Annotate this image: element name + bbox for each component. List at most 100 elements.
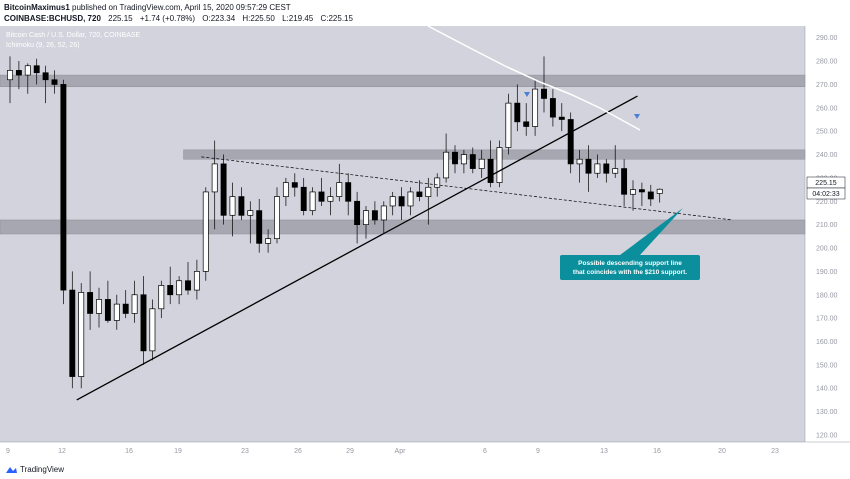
candle-body[interactable]: [612, 168, 619, 174]
candle-body[interactable]: [549, 98, 556, 118]
x-tick-label: 16: [125, 448, 133, 455]
candle-body[interactable]: [647, 191, 654, 200]
annotation-line-1: Possible descending support line: [578, 260, 682, 267]
candle-body[interactable]: [496, 147, 503, 183]
candle-body[interactable]: [523, 121, 530, 127]
candle-body[interactable]: [69, 289, 76, 377]
candle-body[interactable]: [363, 210, 369, 226]
y-tick-label: 240.00: [816, 152, 838, 159]
candle-body[interactable]: [300, 186, 307, 211]
candle-body[interactable]: [7, 70, 13, 81]
candle-body[interactable]: [478, 158, 485, 169]
candle-body[interactable]: [96, 299, 102, 314]
indicator-label[interactable]: Ichimoku (9, 26, 52, 26): [6, 42, 80, 49]
x-tick-label: 9: [536, 448, 540, 455]
candle-body[interactable]: [398, 196, 405, 207]
candle-body[interactable]: [452, 151, 458, 165]
candle-body[interactable]: [469, 154, 476, 169]
candle-body[interactable]: [202, 191, 209, 272]
candle-body[interactable]: [336, 182, 343, 197]
candle-body[interactable]: [185, 280, 191, 291]
candle-body[interactable]: [176, 280, 183, 296]
y-tick-label: 140.00: [816, 386, 838, 393]
candle-body[interactable]: [630, 189, 636, 195]
candle-body[interactable]: [122, 303, 129, 314]
last-price: 225.15: [108, 14, 133, 23]
candle-body[interactable]: [389, 196, 396, 207]
x-tick-label: 16: [653, 448, 661, 455]
y-tick-label: 260.00: [816, 105, 838, 112]
candle-body[interactable]: [425, 186, 432, 197]
candle-body[interactable]: [380, 205, 387, 221]
candle-body[interactable]: [318, 191, 325, 202]
candle-body[interactable]: [514, 102, 521, 123]
candle-body[interactable]: [541, 88, 547, 99]
candle-body[interactable]: [33, 65, 40, 74]
candle-body[interactable]: [149, 308, 156, 352]
author-name[interactable]: BitcoinMaximus1: [4, 3, 70, 12]
candle-body[interactable]: [371, 210, 378, 221]
candle-body[interactable]: [87, 292, 94, 314]
candle-body[interactable]: [291, 182, 298, 188]
candle-body[interactable]: [282, 182, 289, 197]
candle-body[interactable]: [505, 102, 512, 148]
candle-body[interactable]: [354, 200, 361, 226]
y-tick-label: 280.00: [816, 59, 838, 66]
chart-area[interactable]: 9 12 16 19 23 26 29 Apr 6 9 13 16 20 23 120.00 130.00 1…: [0, 25, 850, 462]
candle-body[interactable]: [113, 303, 120, 321]
candle-body[interactable]: [131, 294, 138, 314]
candle-body[interactable]: [487, 158, 494, 183]
candle-body[interactable]: [60, 84, 67, 291]
candle-body[interactable]: [407, 191, 414, 207]
candle-body[interactable]: [621, 168, 628, 195]
candle-body[interactable]: [158, 285, 165, 310]
candle-body[interactable]: [238, 196, 245, 216]
candle-body[interactable]: [434, 177, 441, 188]
x-tick-label: 26: [294, 448, 302, 455]
candle-body[interactable]: [247, 210, 254, 216]
tradingview-cloud-icon: [6, 467, 17, 474]
candle-body[interactable]: [229, 196, 236, 216]
candle-body[interactable]: [211, 163, 218, 193]
candle-body[interactable]: [309, 191, 316, 211]
candle-body[interactable]: [603, 163, 610, 174]
candle-body[interactable]: [443, 151, 450, 179]
candle-body[interactable]: [256, 210, 263, 244]
candle-body[interactable]: [42, 72, 49, 81]
candle-body[interactable]: [220, 163, 227, 216]
candle-body[interactable]: [532, 88, 539, 127]
candle-body[interactable]: [78, 292, 85, 377]
chart-header: BitcoinMaximus1 published on TradingView…: [0, 0, 850, 26]
candle-body[interactable]: [345, 182, 352, 202]
candle-body[interactable]: [638, 189, 645, 193]
candlestick-chart[interactable]: 9 12 16 19 23 26 29 Apr 6 9 13 16 20 23 120.00 130.00 1…: [0, 25, 850, 462]
candle-body[interactable]: [265, 238, 272, 244]
candle-body[interactable]: [274, 196, 280, 240]
tradingview-logo[interactable]: TradingView: [4, 465, 64, 474]
y-tick-label: 210.00: [816, 222, 838, 229]
down-arrow-marker: [524, 92, 530, 97]
candle-body[interactable]: [585, 158, 592, 174]
open-label: O:: [202, 14, 211, 23]
close-value: 225.15: [328, 14, 353, 23]
candle-body[interactable]: [558, 116, 565, 120]
candle-body[interactable]: [15, 70, 22, 76]
candle-body[interactable]: [104, 299, 111, 321]
candle-body[interactable]: [193, 271, 200, 291]
candle-body[interactable]: [460, 154, 467, 165]
x-tick-label: 9: [6, 448, 10, 455]
y-tick-label: 150.00: [816, 362, 838, 369]
candle-body[interactable]: [140, 294, 147, 352]
candle-body[interactable]: [327, 196, 334, 202]
candle-body[interactable]: [567, 119, 574, 165]
candle-body[interactable]: [51, 79, 58, 85]
candle-body[interactable]: [576, 158, 583, 165]
candle-body[interactable]: [416, 191, 423, 197]
candle-body[interactable]: [24, 65, 31, 76]
candle-body[interactable]: [167, 285, 174, 296]
price-tag-label: 225.15: [815, 180, 837, 187]
y-tick-label: 180.00: [816, 292, 838, 299]
support-resistance-zone: [0, 219, 806, 235]
candle-body[interactable]: [656, 188, 663, 194]
candle-body[interactable]: [594, 163, 601, 174]
